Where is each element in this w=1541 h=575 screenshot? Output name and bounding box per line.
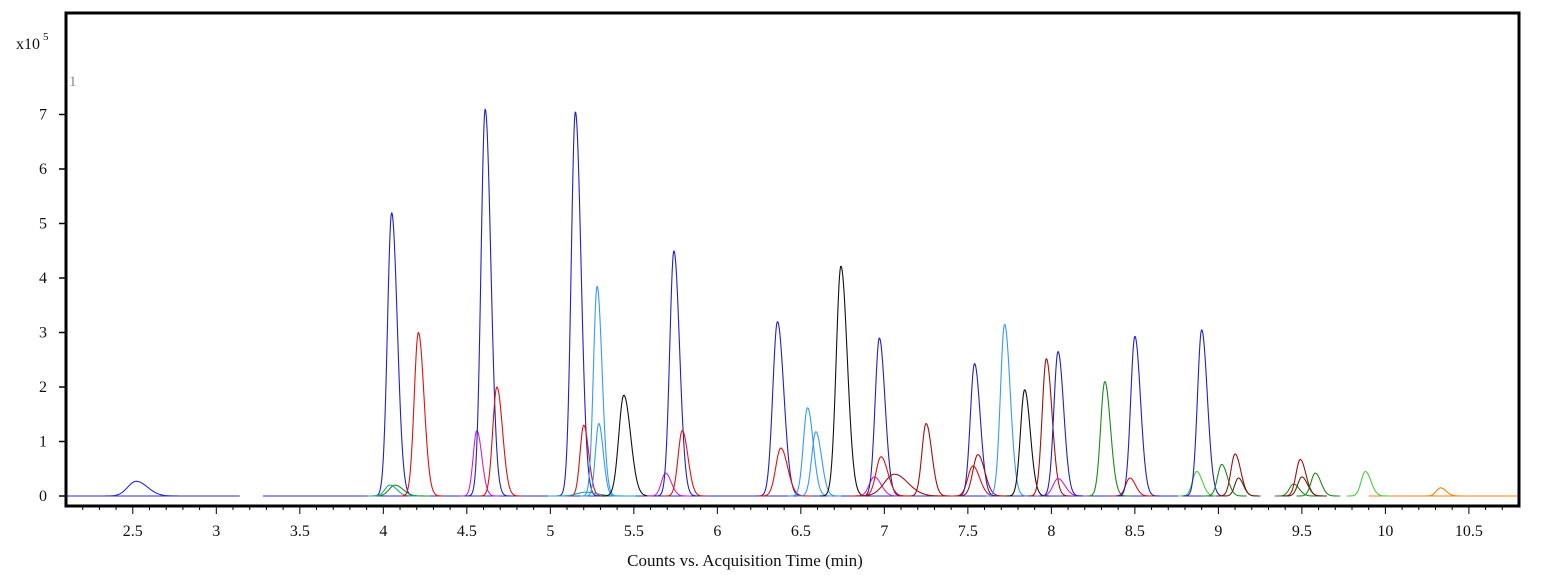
peak-trace (797, 431, 841, 497)
x-tick-label: 5 (546, 523, 554, 540)
y-exponent-power: 5 (43, 31, 49, 43)
x-axis-title: Counts vs. Acquisition Time (min) (627, 551, 863, 570)
peak-trace (556, 111, 601, 497)
x-tick-label: 10 (1377, 523, 1393, 540)
x-tick-label: 8 (1047, 523, 1055, 540)
peak-trace (663, 430, 708, 497)
peak-trace (1421, 487, 1466, 497)
peak-trace (1283, 476, 1327, 497)
peak-trace (367, 484, 421, 497)
peak-trace (1216, 453, 1261, 497)
peak-trace (1027, 358, 1072, 497)
x-tick-label: 8.5 (1125, 523, 1145, 540)
y-tick-label: 6 (39, 161, 47, 178)
axis-ticks (59, 113, 1503, 514)
peak-trace (601, 394, 654, 497)
x-tick-label: 7 (880, 523, 888, 540)
peak-trace (1116, 335, 1160, 497)
peak-trace (1085, 381, 1130, 497)
peak-trace (547, 491, 636, 497)
x-tick-label: 9 (1214, 523, 1222, 540)
peak-trace (1346, 470, 1391, 497)
peak-trace (1296, 472, 1341, 497)
peak-trace (98, 480, 187, 497)
peak-trace (583, 423, 619, 497)
x-tick-label: 5.5 (624, 523, 644, 540)
x-tick-label: 3.5 (290, 523, 310, 540)
x-tick-label: 2.5 (123, 523, 143, 540)
peak-trace (860, 337, 905, 497)
x-tick-label: 10.5 (1455, 523, 1483, 540)
x-tick-labels: 2.5 3 3.5 4 4.5 5 5.5 6 6.5 7 7.5 8 8.5 9 9.5 10 10.5 (123, 523, 1483, 540)
peak-trace (849, 473, 955, 497)
peak-trace (478, 386, 522, 497)
panel-marker: 1 (69, 74, 77, 90)
peak-trace (1221, 477, 1261, 497)
peak-trace (985, 323, 1030, 497)
y-tick-label: 1 (39, 434, 47, 451)
y-tick-label: 3 (39, 325, 47, 342)
x-tick-label: 7.5 (958, 523, 978, 540)
peak-trace (907, 423, 952, 497)
peak-trace (1177, 470, 1222, 497)
peak-trace (1182, 329, 1227, 497)
x-tick-label: 6 (713, 523, 721, 540)
peak-trace (460, 430, 500, 497)
peak-trace (646, 472, 691, 497)
peak-trace (466, 108, 511, 497)
peak-trace (819, 265, 870, 497)
peak-trace (955, 363, 1000, 497)
plot-frame (64, 11, 1521, 508)
x-tick-label: 3 (212, 523, 220, 540)
y-exponent: x10 (16, 36, 40, 53)
peak-trace (580, 285, 620, 497)
x-tick-label: 4 (379, 523, 387, 540)
peak-trace (955, 454, 1008, 497)
y-tick-label: 0 (39, 488, 47, 505)
y-tick-labels: 0 1 2 3 4 5 6 7 (39, 107, 47, 506)
peak-trace (567, 424, 606, 497)
peak-trace (1039, 351, 1084, 497)
y-tick-label: 7 (39, 107, 47, 124)
peak-trace (399, 332, 444, 497)
peak-trace (1202, 463, 1247, 497)
x-tick-label: 6.5 (791, 523, 811, 540)
x-tick-label: 9.5 (1292, 523, 1312, 540)
traces (98, 108, 1466, 497)
y-tick-label: 2 (39, 379, 47, 396)
y-tick-label: 5 (39, 216, 47, 233)
peak-trace (372, 212, 417, 497)
peak-trace (1005, 389, 1050, 497)
peak-trace (655, 250, 700, 497)
peak-trace (756, 321, 806, 497)
y-tick-label: 4 (39, 270, 47, 287)
x-tick-label: 4.5 (457, 523, 477, 540)
